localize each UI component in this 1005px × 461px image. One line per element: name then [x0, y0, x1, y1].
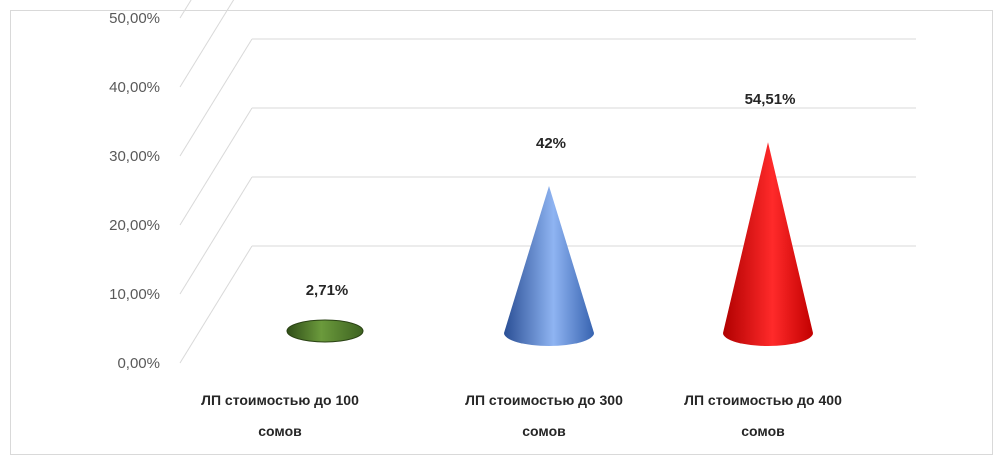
cone-3 [723, 142, 813, 346]
category-label: сомов [258, 423, 302, 439]
y-tick-label: 10,00% [109, 286, 160, 303]
y-tick-label: 40,00% [109, 79, 160, 96]
data-label: 54,51% [745, 91, 796, 108]
data-label: 42% [536, 135, 566, 152]
gridline-depth [179, 0, 235, 88]
y-tick-label: 20,00% [109, 217, 160, 234]
cone-1 [286, 319, 364, 343]
category-label: сомов [522, 423, 566, 439]
cone-base [286, 319, 364, 343]
y-tick-label: 0,00% [117, 355, 160, 372]
gridline-depth [179, 176, 253, 295]
y-tick-label: 30,00% [109, 148, 160, 165]
gridline-depth [179, 245, 253, 364]
category-label: ЛП стоимостью до 400 [684, 392, 842, 408]
category-label: ЛП стоимостью до 100 [201, 392, 359, 408]
gridline-depth [179, 0, 192, 19]
y-tick-label: 50,00% [109, 10, 160, 27]
cone-body [504, 186, 594, 346]
category-label: сомов [741, 423, 785, 439]
gridline-depth [179, 38, 253, 157]
chart-frame [10, 10, 993, 455]
cone-2 [504, 186, 594, 346]
cone-body [723, 142, 813, 346]
data-label: 2,71% [306, 282, 349, 299]
category-label: ЛП стоимостью до 300 [465, 392, 623, 408]
gridline-depth [179, 107, 253, 226]
